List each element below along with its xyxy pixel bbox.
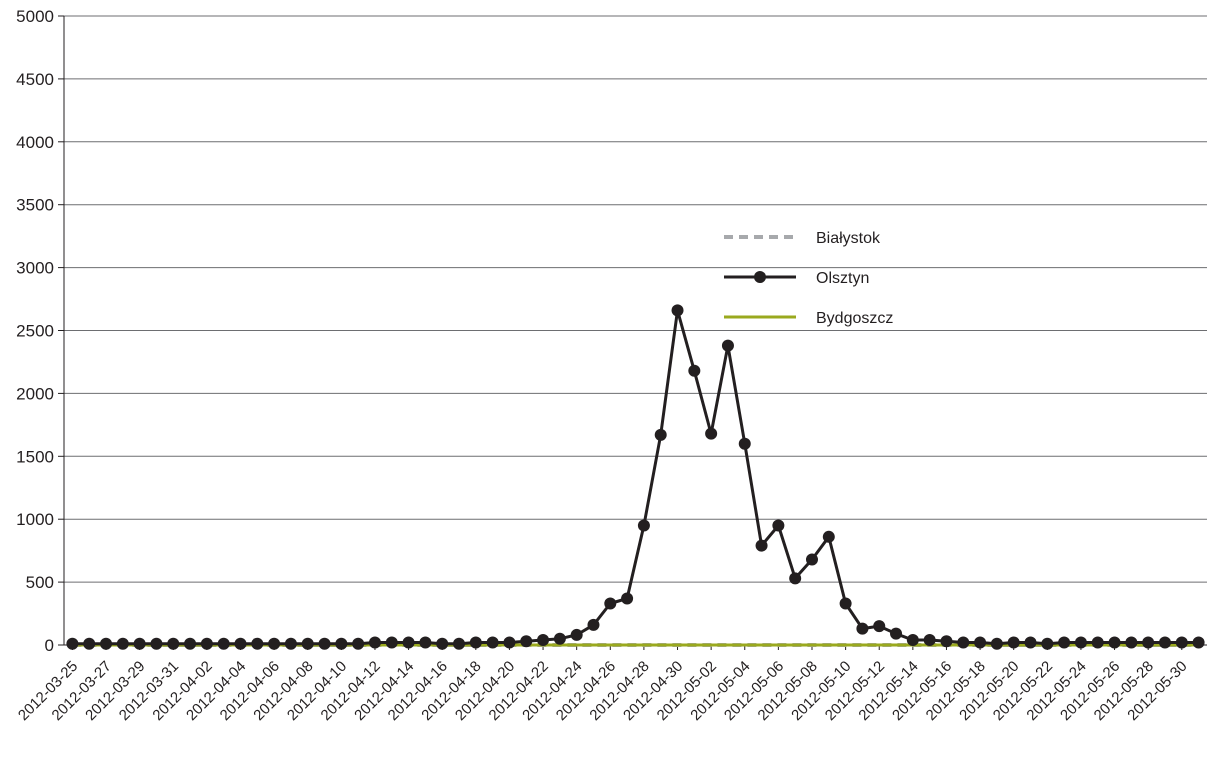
y-tick-label: 1500	[16, 447, 54, 466]
data-point	[1041, 637, 1054, 650]
data-point	[1024, 636, 1037, 649]
data-point	[167, 637, 180, 650]
data-point	[503, 636, 516, 649]
data-point	[839, 597, 852, 610]
data-point	[637, 519, 650, 532]
data-point	[385, 636, 398, 649]
data-point	[83, 637, 96, 650]
data-point	[436, 637, 449, 650]
data-point	[772, 519, 785, 532]
data-point	[268, 637, 281, 650]
data-point	[419, 636, 432, 649]
data-point	[587, 618, 600, 631]
data-point	[133, 637, 146, 650]
data-point	[604, 597, 617, 610]
data-point	[1058, 636, 1071, 649]
data-point	[822, 530, 835, 543]
data-point	[1142, 636, 1155, 649]
data-point	[890, 627, 903, 640]
data-point	[1074, 636, 1087, 649]
data-point	[520, 635, 533, 648]
data-point	[116, 637, 129, 650]
data-point	[150, 637, 163, 650]
y-tick-label: 1000	[16, 510, 54, 529]
data-point	[906, 633, 919, 646]
data-point	[705, 427, 718, 440]
series-line	[72, 308, 1199, 646]
y-tick-label: 3500	[16, 196, 54, 215]
data-point	[1091, 636, 1104, 649]
data-point	[789, 572, 802, 585]
data-point	[301, 637, 314, 650]
data-point	[957, 636, 970, 649]
data-point	[200, 637, 213, 650]
data-point	[755, 539, 768, 552]
data-point	[251, 637, 264, 650]
legend-label: Białystok	[816, 230, 881, 247]
data-point	[805, 553, 818, 566]
data-point	[974, 636, 987, 649]
data-point	[318, 637, 331, 650]
data-point	[234, 637, 247, 650]
data-point	[537, 633, 550, 646]
data-point	[1108, 636, 1121, 649]
data-point	[1192, 636, 1205, 649]
data-point	[1175, 636, 1188, 649]
data-point	[486, 636, 499, 649]
data-point	[570, 628, 583, 641]
data-point	[453, 637, 466, 650]
data-point	[368, 636, 381, 649]
data-point	[654, 428, 667, 441]
data-point	[1007, 636, 1020, 649]
data-point	[1158, 636, 1171, 649]
y-tick-label: 2000	[16, 384, 54, 403]
data-point	[923, 633, 936, 646]
data-point	[284, 637, 297, 650]
data-point	[873, 620, 886, 633]
legend-label: Olsztyn	[816, 270, 869, 287]
y-tick-label: 2500	[16, 322, 54, 341]
data-point	[721, 339, 734, 352]
data-point	[402, 636, 415, 649]
data-point	[352, 637, 365, 650]
legend-marker	[754, 271, 766, 283]
data-point	[738, 437, 751, 450]
y-tick-label: 4000	[16, 133, 54, 152]
data-point	[66, 637, 79, 650]
y-tick-label: 0	[45, 636, 54, 655]
data-point	[671, 304, 684, 317]
data-point	[553, 632, 566, 645]
data-point	[217, 637, 230, 650]
y-tick-label: 5000	[16, 7, 54, 26]
data-point	[940, 635, 953, 648]
data-point	[1125, 636, 1138, 649]
legend-label: Bydgoszcz	[816, 310, 893, 327]
data-point	[335, 637, 348, 650]
y-tick-label: 4500	[16, 70, 54, 89]
data-point	[100, 637, 113, 650]
y-tick-label: 3000	[16, 259, 54, 278]
data-point	[621, 592, 634, 605]
data-point	[856, 622, 869, 635]
y-tick-label: 500	[26, 573, 54, 592]
data-point	[184, 637, 197, 650]
data-point	[990, 637, 1003, 650]
data-point	[469, 636, 482, 649]
data-point	[688, 364, 701, 377]
